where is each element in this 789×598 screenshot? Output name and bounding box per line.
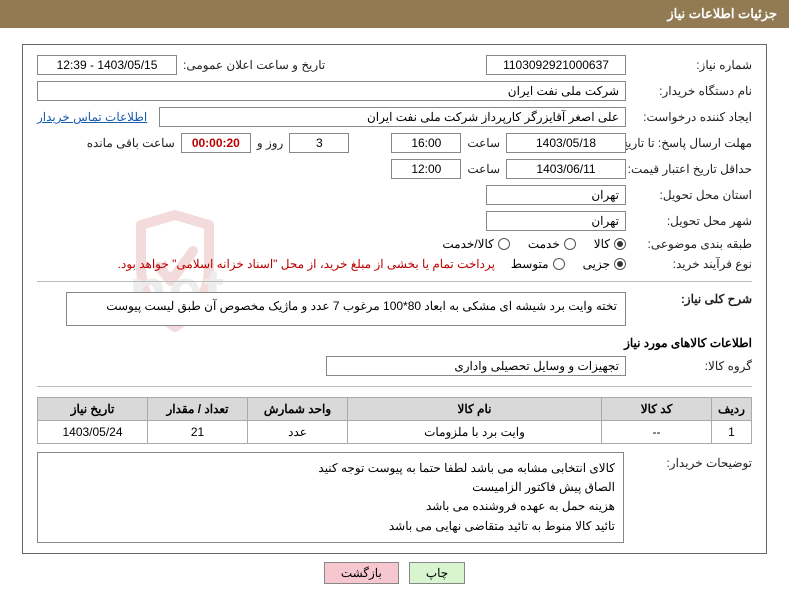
back-button[interactable]: بازگشت: [324, 562, 399, 584]
lbl-day-and: روز و: [257, 136, 284, 150]
radio-group-category: کالا خدمت کالا/خدمت: [442, 237, 626, 251]
lbl-process: نوع فرآیند خرید:: [632, 257, 752, 271]
table-cell: 1: [712, 421, 752, 444]
buyer-note-line: هزینه حمل به عهده فروشنده می باشد: [46, 497, 615, 516]
table-header: تاریخ نیاز: [38, 398, 148, 421]
table-header: کد کالا: [602, 398, 712, 421]
radio-label: کالا: [594, 237, 610, 251]
table-cell: وایت برد با ملزومات: [348, 421, 602, 444]
radio-icon: [498, 238, 510, 250]
lbl-need-no: شماره نیاز:: [632, 58, 752, 72]
radio-icon: [564, 238, 576, 250]
field-goods-group: تجهیزات و وسایل تحصیلی واداری: [326, 356, 626, 376]
section-goods-info: اطلاعات کالاهای مورد نیاز: [37, 336, 752, 350]
buyer-notes-box: کالای انتخابی مشابه می باشد لطفا حتما به…: [37, 452, 624, 543]
table-cell: 21: [148, 421, 248, 444]
category-option-1[interactable]: خدمت: [528, 237, 576, 251]
table-header: واحد شمارش: [248, 398, 348, 421]
field-city: تهران: [486, 211, 626, 231]
buyer-note-line: الصاق پیش فاکتور الزامیست: [46, 478, 615, 497]
field-need-desc: تخته وایت برد شیشه ای مشکی به ابعاد 80*1…: [66, 292, 626, 326]
radio-label: متوسط: [511, 257, 549, 271]
field-province: تهران: [486, 185, 626, 205]
process-option-1[interactable]: متوسط: [511, 257, 565, 271]
field-remain-time: 00:00:20: [181, 133, 251, 153]
table-header: نام کالا: [348, 398, 602, 421]
table-cell: 1403/05/24: [38, 421, 148, 444]
main-panel: شماره نیاز: 1103092921000637 تاریخ و ساع…: [22, 44, 767, 554]
field-reply-time: 16:00: [391, 133, 461, 153]
lbl-announce-dt: تاریخ و ساعت اعلان عمومی:: [183, 58, 325, 72]
field-price-valid-date: 1403/06/11: [506, 159, 626, 179]
table-cell: عدد: [248, 421, 348, 444]
table-header: تعداد / مقدار: [148, 398, 248, 421]
category-option-0[interactable]: کالا: [594, 237, 626, 251]
lbl-city: شهر محل تحویل:: [632, 214, 752, 228]
button-row: چاپ بازگشت: [0, 562, 789, 584]
print-button[interactable]: چاپ: [409, 562, 465, 584]
field-need-no: 1103092921000637: [486, 55, 626, 75]
field-buyer-org: شرکت ملی نفت ایران: [37, 81, 626, 101]
table-row: 1--وایت برد با ملزوماتعدد211403/05/24: [38, 421, 752, 444]
field-reply-date: 1403/05/18: [506, 133, 626, 153]
radio-icon: [614, 238, 626, 250]
buyer-note-line: کالای انتخابی مشابه می باشد لطفا حتما به…: [46, 459, 615, 478]
field-remain-days: 3: [289, 133, 349, 153]
lbl-buyer-notes: توضیحات خریدار:: [632, 452, 752, 470]
divider-1: [37, 281, 752, 282]
process-option-0[interactable]: جزیی: [583, 257, 626, 271]
lbl-category: طبقه بندی موضوعی:: [632, 237, 752, 251]
radio-label: کالا/خدمت: [442, 237, 493, 251]
lbl-hour2: ساعت: [467, 162, 500, 176]
lbl-province: استان محل تحویل:: [632, 188, 752, 202]
table-header: ردیف: [712, 398, 752, 421]
page-title-bar: جزئیات اطلاعات نیاز: [0, 0, 789, 28]
field-requester: علی اصغر آقایزرگر کارپرداز شرکت ملی نفت …: [159, 107, 626, 127]
lbl-requester: ایجاد کننده درخواست:: [632, 110, 752, 124]
lbl-hour1: ساعت: [467, 136, 500, 150]
field-price-valid-time: 12:00: [391, 159, 461, 179]
lbl-remain: ساعت باقی مانده: [87, 136, 175, 150]
table-cell: --: [602, 421, 712, 444]
lbl-need-desc: شرح کلی نیاز:: [632, 292, 752, 306]
lbl-price-valid: حداقل تاریخ اعتبار قیمت: تا تاریخ:: [632, 162, 752, 176]
radio-group-process: جزیی متوسط: [511, 257, 626, 271]
lbl-goods-group: گروه کالا:: [632, 359, 752, 373]
field-announce-dt: 1403/05/15 - 12:39: [37, 55, 177, 75]
items-table: ردیفکد کالانام کالاواحد شمارشتعداد / مقد…: [37, 397, 752, 444]
buyer-note-line: تائید کالا منوط به تائید متقاضی نهایی می…: [46, 517, 615, 536]
link-buyer-contact[interactable]: اطلاعات تماس خریدار: [37, 110, 147, 124]
category-option-2[interactable]: کالا/خدمت: [442, 237, 509, 251]
radio-icon: [553, 258, 565, 270]
lbl-buyer-org: نام دستگاه خریدار:: [632, 84, 752, 98]
payment-note: پرداخت تمام یا بخشی از مبلغ خرید، از محل…: [118, 257, 495, 271]
radio-label: خدمت: [528, 237, 560, 251]
page-title: جزئیات اطلاعات نیاز: [667, 6, 777, 21]
radio-icon: [614, 258, 626, 270]
lbl-reply-deadline: مهلت ارسال پاسخ: تا تاریخ:: [632, 136, 752, 150]
radio-label: جزیی: [583, 257, 610, 271]
divider-2: [37, 386, 752, 387]
